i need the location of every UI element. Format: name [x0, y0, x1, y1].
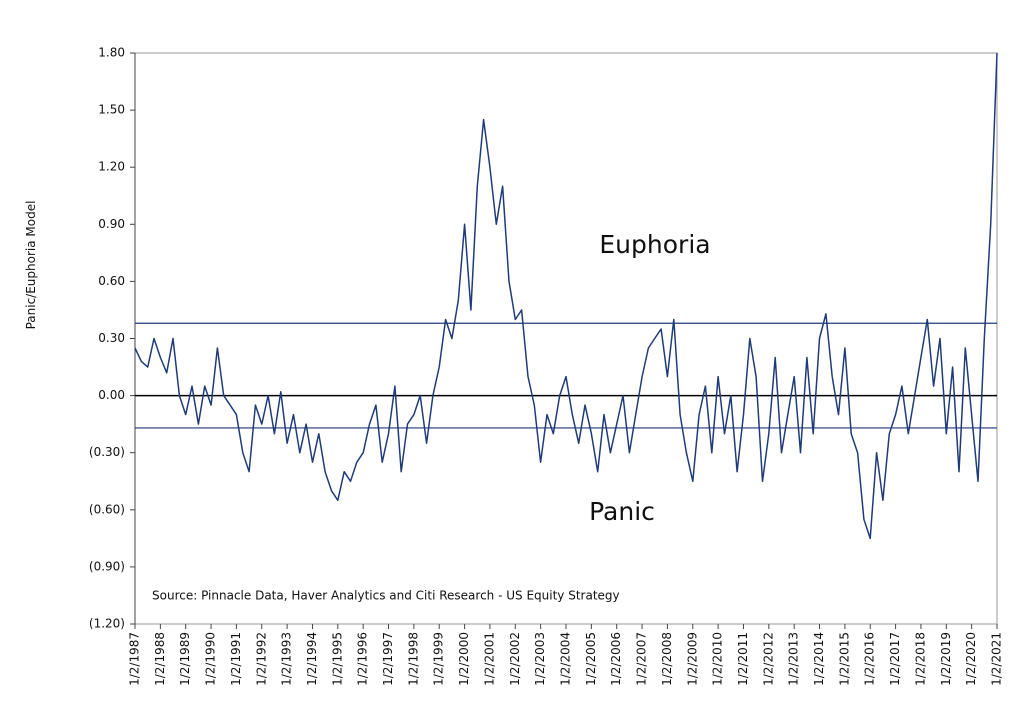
x-tick-label: 1/2/1991	[229, 632, 243, 686]
x-tick-label: 1/2/2016	[863, 632, 877, 686]
x-tick-label: 1/2/2001	[482, 632, 496, 686]
y-tick-label: 0.00	[98, 388, 125, 402]
x-tick-label: 1/2/2007	[635, 632, 649, 686]
x-tick-label: 1/2/2013	[787, 632, 801, 686]
x-tick-label: 1/2/1988	[153, 632, 167, 686]
x-tick-label: 1/2/1989	[178, 632, 192, 686]
x-tick-label: 1/2/2009	[685, 632, 699, 686]
annotation: Euphoria	[599, 230, 710, 259]
x-tick-label: 1/2/2014	[812, 632, 826, 686]
x-tick-label: 1/2/2004	[559, 632, 573, 686]
y-tick-label: 1.80	[98, 46, 125, 60]
y-axis-label: Panic/Euphoria Model	[24, 201, 38, 330]
y-tick-label: 0.30	[98, 331, 125, 345]
x-tick-label: 1/2/2012	[761, 632, 775, 686]
x-tick-label: 1/2/2008	[660, 632, 674, 686]
annotation: Panic	[589, 497, 655, 526]
x-tick-label: 1/2/2019	[939, 632, 953, 686]
x-tick-label: 1/2/1990	[204, 632, 218, 686]
x-tick-label: 1/2/2006	[609, 632, 623, 686]
x-tick-label: 1/2/2015	[837, 632, 851, 686]
y-tick-label: 0.90	[98, 217, 125, 231]
x-tick-label: 1/2/2005	[584, 632, 598, 686]
x-tick-label: 1/2/2010	[711, 632, 725, 686]
x-tick-label: 1/2/2021	[990, 632, 1004, 686]
x-tick-label: 1/2/1995	[330, 632, 344, 686]
x-tick-label: 1/2/1987	[128, 632, 142, 686]
x-tick-label: 1/2/1992	[254, 632, 268, 686]
x-tick-label: 1/2/1998	[406, 632, 420, 686]
x-tick-label: 1/2/2011	[736, 632, 750, 686]
x-tick-label: 1/2/2017	[888, 632, 902, 686]
x-tick-label: 1/2/2020	[964, 632, 978, 686]
y-tick-label: (1.20)	[89, 617, 125, 631]
x-tick-label: 1/2/1997	[381, 632, 395, 686]
x-tick-label: 1/2/2000	[457, 632, 471, 686]
x-tick-label: 1/2/2002	[508, 632, 522, 686]
x-tick-label: 1/2/2003	[533, 632, 547, 686]
data-line	[134, 52, 998, 540]
x-tick-label: 1/2/2018	[913, 632, 927, 686]
y-tick-label: 0.60	[98, 274, 125, 288]
y-tick-label: 1.50	[98, 103, 125, 117]
x-tick-label: 1/2/1996	[356, 632, 370, 686]
x-tick-label: 1/2/1994	[305, 632, 319, 686]
plot-frame	[134, 52, 998, 625]
source-note: Source: Pinnacle Data, Haver Analytics a…	[152, 589, 620, 603]
y-tick-label: (0.60)	[89, 502, 125, 516]
y-tick-label: (0.90)	[89, 559, 125, 573]
y-tick-label: (0.30)	[89, 445, 125, 459]
x-tick-label: 1/2/1993	[280, 632, 294, 686]
y-tick-label: 1.20	[98, 160, 125, 174]
x-tick-label: 1/2/1999	[432, 632, 446, 686]
